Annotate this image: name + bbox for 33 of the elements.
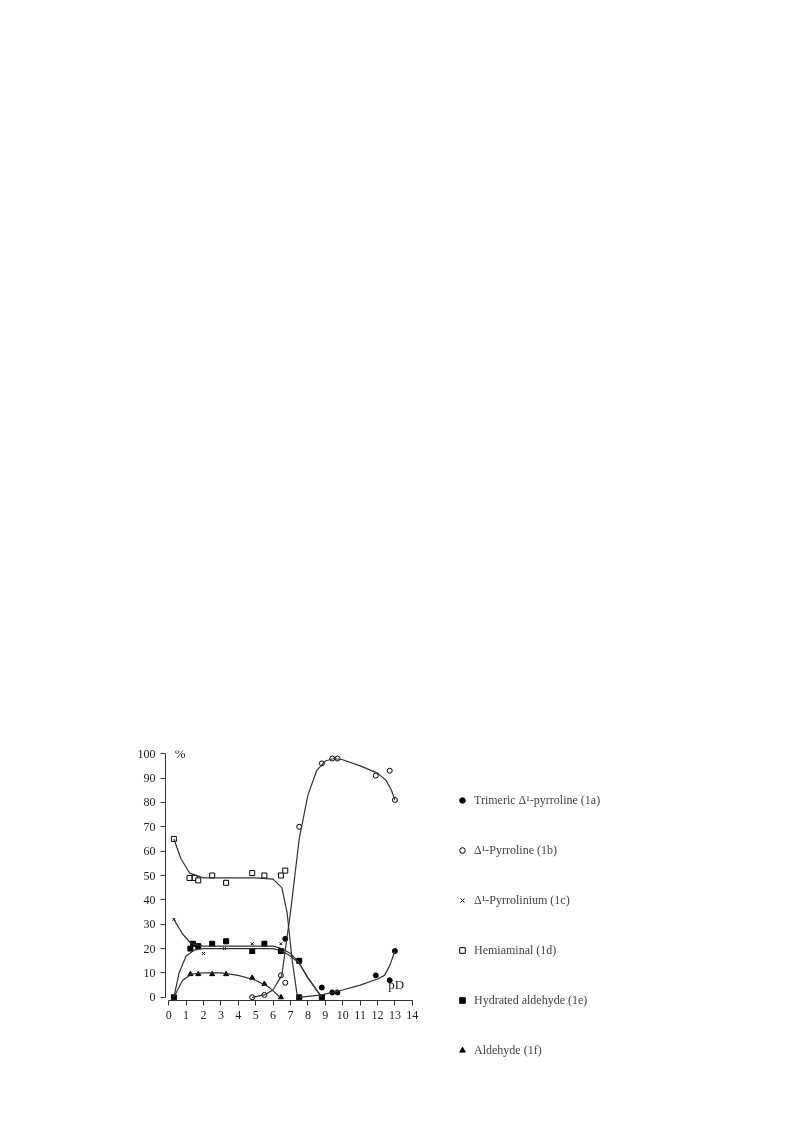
x-tick-label: 10 bbox=[336, 1007, 349, 1022]
x-tick-label: 3 bbox=[217, 1007, 224, 1022]
x-tick-label: 2 bbox=[200, 1007, 207, 1022]
y-tick-label: 10 bbox=[143, 965, 156, 980]
x-tick-label: 12 bbox=[371, 1007, 384, 1022]
x-tick-label: 11 bbox=[354, 1007, 366, 1022]
y-tick-label: 40 bbox=[143, 892, 156, 907]
x-tick-label: 7 bbox=[287, 1007, 294, 1022]
x-tick-label: 9 bbox=[322, 1007, 329, 1022]
x-tick-label: 0 bbox=[165, 1007, 172, 1022]
x-tick-label: 4 bbox=[235, 1007, 242, 1022]
legend-label: Hydrated aldehyde (1e) bbox=[474, 992, 588, 1008]
y-tick-label: 0 bbox=[149, 990, 156, 1005]
x-tick-label: 1 bbox=[183, 1007, 190, 1022]
y-tick-label: 100 bbox=[137, 746, 156, 761]
y-tick-label: 20 bbox=[143, 941, 156, 956]
y-tick-label: 30 bbox=[143, 917, 156, 932]
y-tick-label: 80 bbox=[143, 795, 156, 810]
legend-label: Aldehyde (1f) bbox=[474, 1042, 542, 1058]
legend-label: Trimeric Δ¹-pyrroline (1a) bbox=[474, 792, 601, 808]
x-tick-label: 13 bbox=[388, 1007, 401, 1022]
x-tick-label: 14 bbox=[406, 1007, 419, 1022]
x-axis-title: pD bbox=[388, 977, 405, 993]
y-tick-label: 70 bbox=[143, 819, 156, 834]
x-tick-label: 6 bbox=[270, 1007, 277, 1022]
y-tick-label: 50 bbox=[143, 868, 156, 883]
y-tick-label: 60 bbox=[143, 844, 156, 859]
legend-label: Δ¹-Pyrroline (1b) bbox=[474, 842, 557, 858]
y-tick-label: 90 bbox=[143, 771, 156, 786]
x-tick-label: 8 bbox=[304, 1007, 311, 1022]
legend-label: Hemiaminal (1d) bbox=[474, 942, 557, 958]
legend-label: Δ¹-Pyrrolinium (1c) bbox=[474, 892, 570, 908]
x-tick-label: 5 bbox=[252, 1007, 259, 1022]
